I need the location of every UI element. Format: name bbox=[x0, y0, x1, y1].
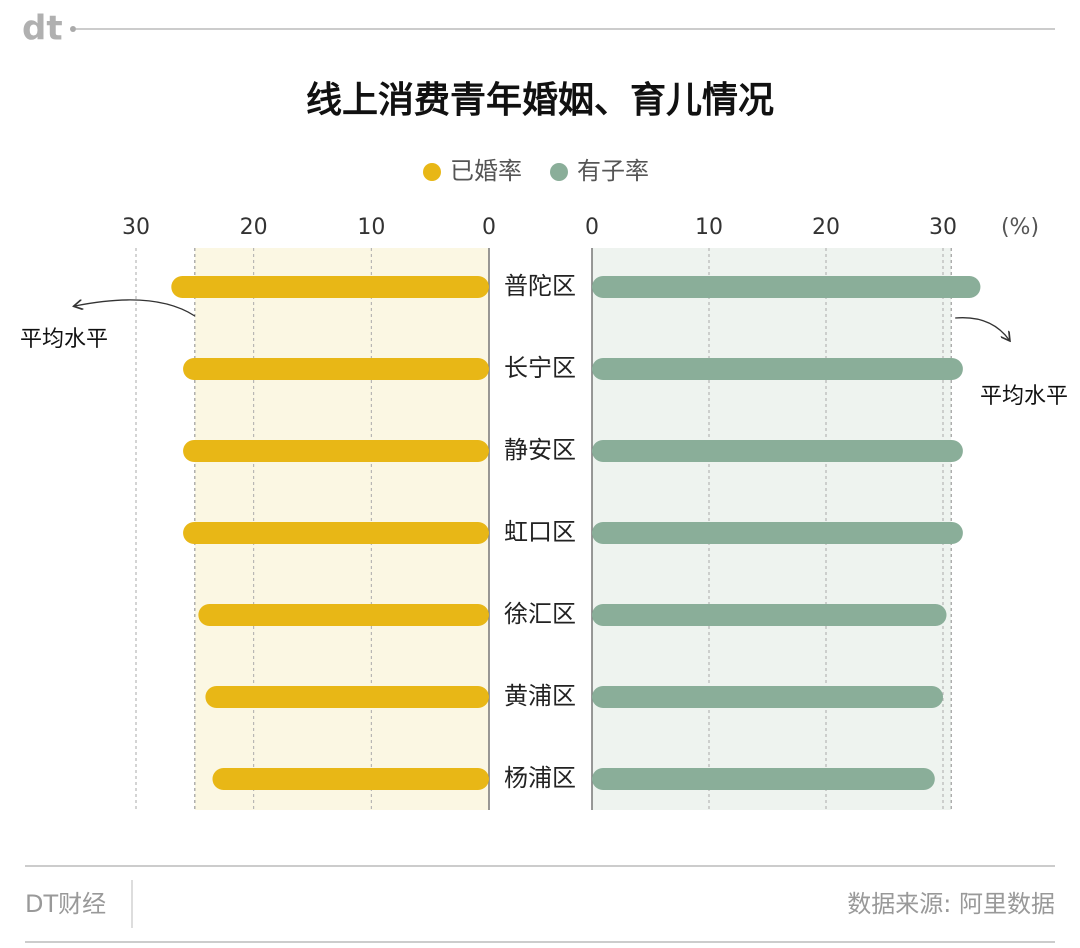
legend-marker bbox=[550, 163, 568, 181]
x-tick-label: 30 bbox=[122, 215, 150, 240]
x-tick-label: 0 bbox=[482, 215, 496, 240]
unit-label: (%) bbox=[1001, 215, 1039, 240]
bar bbox=[592, 522, 963, 544]
x-tick-label: 10 bbox=[357, 215, 385, 240]
bar bbox=[198, 604, 489, 626]
legend-label: 已婚率 bbox=[450, 157, 522, 185]
annotation: 平均水平 bbox=[980, 384, 1068, 409]
x-tick-label: 30 bbox=[929, 215, 957, 240]
chart-title: 线上消费青年婚姻、育儿情况 bbox=[306, 80, 774, 121]
category-label: 普陀区 bbox=[504, 272, 576, 300]
legend-marker bbox=[423, 163, 441, 181]
bar bbox=[592, 604, 947, 626]
x-tick-label: 10 bbox=[695, 215, 723, 240]
annotation-arrow bbox=[75, 299, 196, 317]
bar bbox=[183, 440, 490, 462]
bar bbox=[183, 358, 490, 380]
bar bbox=[205, 686, 489, 708]
bar bbox=[212, 768, 489, 790]
x-tick-label: 20 bbox=[240, 215, 268, 240]
x-tick-label: 20 bbox=[812, 215, 840, 240]
legend-label: 有子率 bbox=[577, 157, 649, 185]
category-label: 静安区 bbox=[504, 436, 576, 464]
logo: dt bbox=[22, 9, 63, 49]
bar bbox=[592, 276, 981, 298]
category-label: 杨浦区 bbox=[504, 764, 576, 792]
bar bbox=[592, 686, 943, 708]
category-label: 长宁区 bbox=[504, 354, 576, 382]
bar bbox=[592, 358, 963, 380]
category-label: 徐汇区 bbox=[504, 600, 576, 628]
bar bbox=[592, 440, 963, 462]
bar bbox=[592, 768, 935, 790]
footer-source: 数据来源: 阿里数据 bbox=[847, 890, 1055, 918]
x-tick-label: 0 bbox=[585, 215, 599, 240]
bar bbox=[171, 276, 490, 298]
bar bbox=[183, 522, 490, 544]
category-label: 黄浦区 bbox=[504, 682, 576, 710]
logo-dot bbox=[70, 26, 76, 32]
annotation: 平均水平 bbox=[20, 327, 108, 352]
category-label: 虹口区 bbox=[504, 518, 576, 546]
footer-brand: DT财经 bbox=[25, 890, 106, 918]
annotation-arrow bbox=[955, 317, 1009, 340]
